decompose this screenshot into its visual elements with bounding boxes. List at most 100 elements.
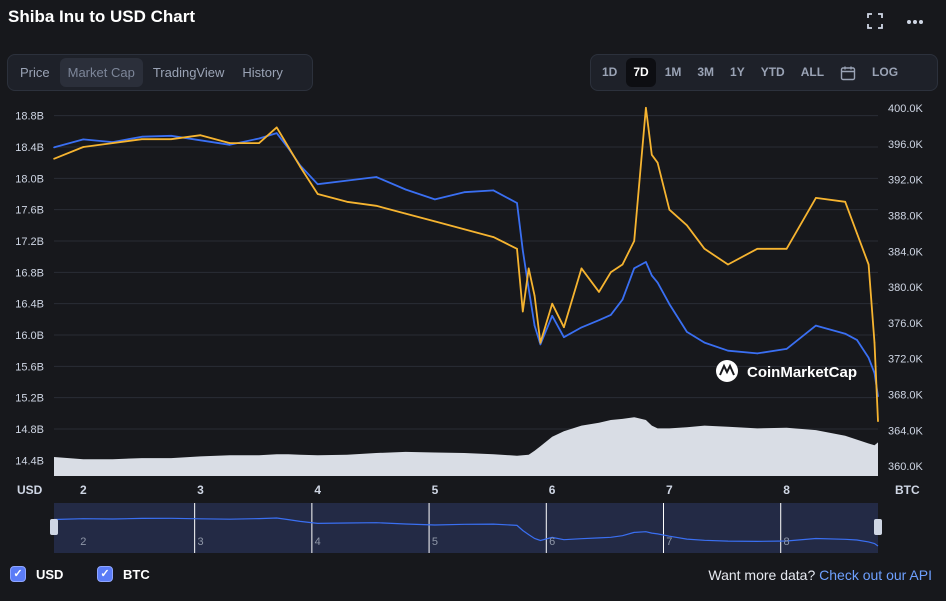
range-1y[interactable]: 1Y	[730, 65, 745, 79]
left-tick-label: 17.2B	[15, 236, 44, 248]
watermark-text: CoinMarketCap	[747, 364, 857, 381]
right-tick-label: 364.0K	[888, 425, 924, 437]
data-point-btc	[610, 314, 612, 316]
data-point-usd	[375, 205, 378, 207]
range-tabs: 1D 7D 1M 3M 1Y YTD ALL LOG	[590, 54, 938, 91]
data-point-btc	[258, 137, 260, 140]
right-axis: 400.0K 396.0K 392.0K 388.0K 384.0K 380.0K 376.…	[888, 103, 924, 473]
data-point-usd	[867, 263, 870, 266]
footer: Want more data? Check out our API	[708, 567, 932, 583]
data-point-usd	[873, 342, 876, 344]
data-point-usd	[516, 248, 518, 250]
data-point-usd	[610, 271, 612, 274]
chart-grid	[54, 115, 878, 461]
navigator-separators	[194, 503, 782, 553]
tab-history[interactable]: History	[242, 65, 283, 80]
navigator-series	[53, 517, 879, 547]
data-point-btc	[516, 202, 518, 204]
left-axis-label: USD	[17, 483, 43, 497]
x-tick-label: 8	[783, 483, 790, 497]
navigator-tick-label: 3	[197, 536, 203, 548]
navigator-tick-label: 2	[80, 536, 86, 548]
data-point-btc	[434, 198, 436, 201]
left-tick-label: 16.4B	[15, 299, 44, 311]
left-tick-label: 18.8B	[15, 111, 44, 123]
data-point-usd	[522, 310, 524, 313]
x-tick-label: 6	[549, 483, 556, 497]
navigator-left-handle[interactable]	[50, 519, 58, 535]
left-tick-label: 16.8B	[15, 267, 44, 279]
log-toggle[interactable]: LOG	[872, 65, 899, 79]
data-point-usd	[170, 138, 172, 140]
data-point-btc	[703, 341, 706, 344]
coinmarketcap-logo-mark	[719, 363, 735, 376]
data-point-btc	[844, 332, 846, 335]
data-point-usd	[703, 248, 706, 250]
checkbox-checked-icon[interactable]: ✓	[10, 566, 26, 582]
x-tick-label: 5	[432, 483, 439, 497]
data-point-usd	[785, 248, 788, 250]
range-1d[interactable]: 1D	[602, 65, 618, 79]
data-point-btc	[563, 336, 565, 339]
data-point-btc	[815, 324, 817, 327]
right-tick-label: 368.0K	[888, 390, 924, 402]
checkbox-checked-icon[interactable]: ✓	[97, 566, 113, 582]
range-3m[interactable]: 3M	[697, 65, 715, 79]
data-point-btc	[527, 288, 530, 290]
tab-price[interactable]: Price	[20, 65, 50, 80]
data-point-usd	[756, 248, 759, 250]
right-tick-label: 384.0K	[888, 246, 924, 258]
range-1m[interactable]: 1M	[664, 65, 682, 79]
data-point-usd	[258, 142, 260, 144]
data-point-usd	[346, 201, 348, 203]
watermark: CoinMarketCap	[716, 360, 857, 382]
data-point-usd	[434, 220, 436, 223]
data-point-usd	[527, 267, 530, 270]
right-tick-label: 392.0K	[888, 175, 924, 187]
right-axis-label: BTC	[895, 483, 920, 497]
data-point-btc	[580, 326, 583, 329]
x-tick-label: 7	[666, 483, 673, 497]
navigator-tick-label: 4	[315, 536, 321, 548]
data-point-usd	[316, 193, 319, 195]
calendar-icon[interactable]	[833, 58, 863, 87]
data-point-btc	[785, 348, 788, 350]
market-cap-chart: CoinMarketCap 18.8B18.4B18.0B17.6B17.2B1…	[15, 103, 924, 553]
data-point-btc	[229, 144, 231, 146]
range-ytd[interactable]: YTD	[760, 65, 785, 79]
data-point-btc	[316, 183, 319, 185]
data-point-usd	[621, 263, 624, 266]
data-point-usd	[686, 224, 688, 227]
tab-market-cap[interactable]: Market Cap	[59, 58, 143, 87]
navigator[interactable]: 2 3 4 5 6 7 8	[50, 503, 882, 553]
navigator-ticks: 2 3 4 5 6 7 8	[80, 536, 789, 548]
data-point-usd	[229, 142, 231, 144]
navigator-tick-label: 7	[666, 536, 672, 548]
range-all[interactable]: ALL	[800, 65, 825, 79]
data-point-btc	[668, 303, 671, 305]
data-point-usd	[275, 126, 278, 129]
data-point-usd	[598, 291, 600, 293]
legend-usd[interactable]: ✓ USD	[10, 566, 63, 582]
data-point-usd	[404, 212, 407, 215]
data-point-btc	[539, 343, 542, 346]
range-7d[interactable]: 7D	[626, 58, 656, 87]
more-icon[interactable]	[904, 12, 926, 32]
api-link[interactable]: Check out our API	[819, 567, 932, 583]
tab-tradingview[interactable]: TradingView	[152, 65, 225, 80]
data-point-btc	[633, 267, 635, 270]
navigator-window[interactable]	[54, 503, 878, 553]
series-layer	[53, 106, 879, 423]
data-point-usd	[111, 142, 114, 144]
data-point-btc	[873, 372, 876, 374]
right-tick-label: 380.0K	[888, 282, 924, 294]
left-tick-label: 14.4B	[15, 455, 44, 467]
data-point-usd	[53, 158, 55, 160]
data-point-usd	[844, 201, 846, 203]
navigator-right-handle[interactable]	[874, 519, 882, 535]
left-tick-label: 14.8B	[15, 424, 44, 436]
legend-btc[interactable]: ✓ BTC	[97, 566, 150, 582]
data-point-usd	[287, 146, 290, 148]
left-tick-label: 18.4B	[15, 142, 44, 154]
expand-icon[interactable]	[864, 12, 886, 32]
